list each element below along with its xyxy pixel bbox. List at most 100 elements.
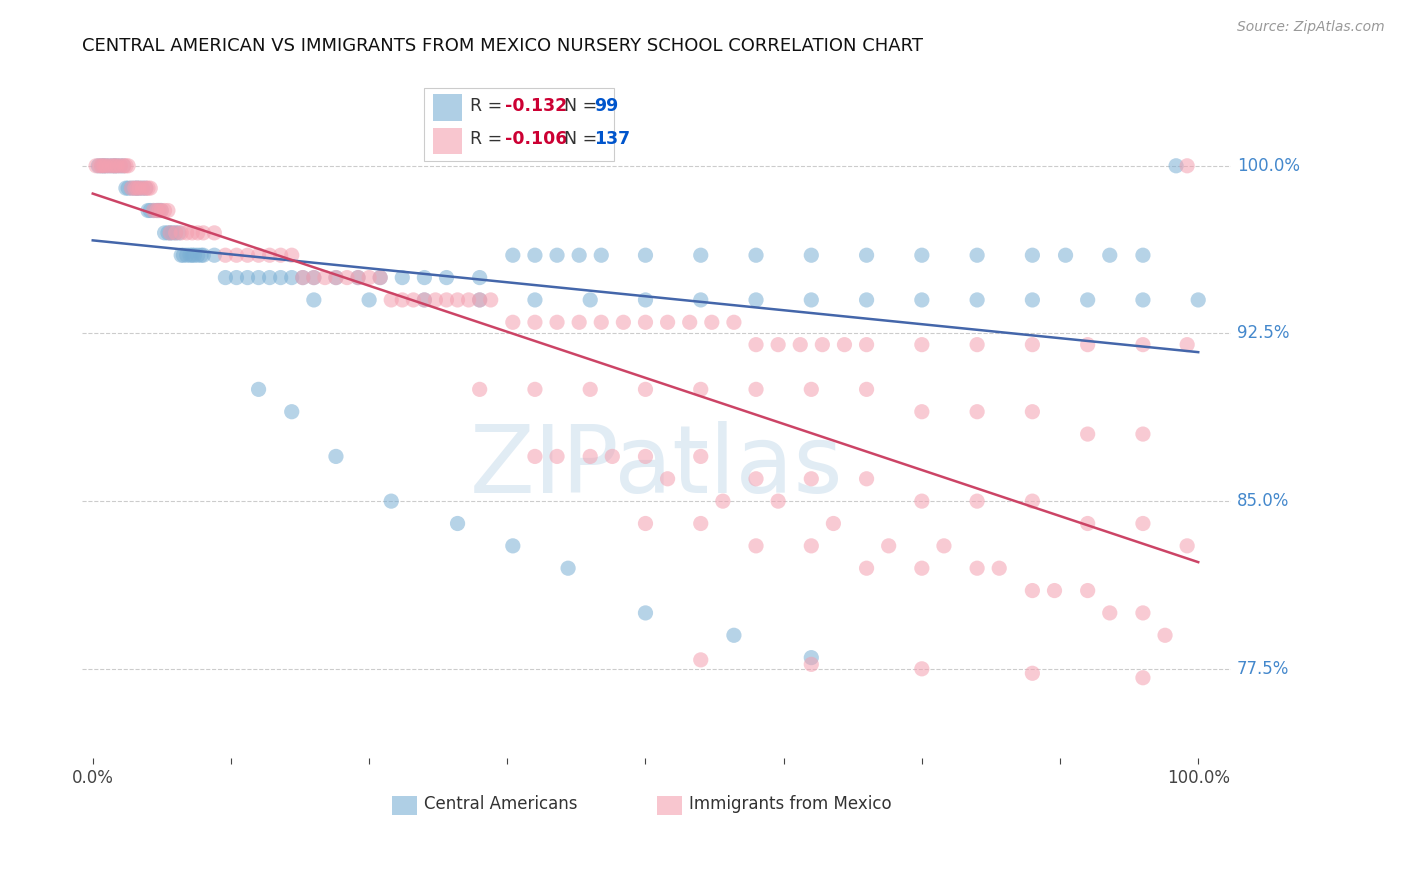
Point [523, 293, 546, 307]
Point [1021, 293, 1043, 307]
Text: 92.5%: 92.5% [1237, 325, 1289, 343]
Point [302, 270, 325, 285]
Text: -0.106: -0.106 [505, 130, 567, 148]
Point [90, 159, 112, 173]
Point [1021, 337, 1043, 351]
Point [380, 293, 402, 307]
Point [911, 248, 934, 262]
Point [413, 293, 436, 307]
Point [391, 293, 413, 307]
Point [823, 516, 845, 531]
Point [139, 203, 162, 218]
Point [966, 405, 988, 419]
Point [546, 450, 568, 464]
Point [336, 270, 359, 285]
Point [436, 270, 458, 285]
Point [711, 494, 734, 508]
Point [128, 181, 150, 195]
Text: 100.0%: 100.0% [1237, 157, 1301, 175]
Point [911, 561, 934, 575]
Point [966, 494, 988, 508]
Point [689, 450, 711, 464]
Point [176, 248, 198, 262]
Point [446, 293, 468, 307]
Point [745, 337, 768, 351]
Point [446, 516, 468, 531]
Point [87, 159, 110, 173]
Point [170, 248, 193, 262]
Point [502, 315, 524, 329]
Point [402, 293, 425, 307]
Point [855, 472, 877, 486]
Point [800, 382, 823, 396]
Point [94, 159, 117, 173]
Point [179, 248, 201, 262]
Point [1077, 427, 1099, 442]
Point [800, 472, 823, 486]
Point [523, 382, 546, 396]
FancyBboxPatch shape [425, 88, 614, 161]
Point [187, 226, 209, 240]
Point [142, 203, 165, 218]
Point [425, 293, 447, 307]
Point [966, 248, 988, 262]
Point [745, 293, 768, 307]
Point [800, 539, 823, 553]
Point [84, 159, 107, 173]
Point [325, 270, 347, 285]
Point [932, 539, 955, 553]
Point [523, 450, 546, 464]
Point [689, 293, 711, 307]
Point [98, 159, 121, 173]
Point [359, 293, 381, 307]
Point [811, 337, 834, 351]
Point [202, 248, 225, 262]
Point [855, 382, 877, 396]
Text: 85.0%: 85.0% [1237, 492, 1289, 510]
Point [93, 159, 115, 173]
Point [181, 248, 204, 262]
Point [855, 561, 877, 575]
Point [101, 159, 124, 173]
Point [1132, 337, 1154, 351]
Point [236, 248, 259, 262]
Point [1054, 248, 1077, 262]
Point [120, 181, 142, 195]
Point [236, 270, 259, 285]
Point [146, 203, 169, 218]
Point [1164, 159, 1187, 173]
Point [634, 382, 657, 396]
Text: R =: R = [470, 130, 508, 148]
Point [436, 293, 458, 307]
Point [911, 662, 934, 676]
Point [117, 181, 139, 195]
Point [911, 405, 934, 419]
Point [150, 203, 173, 218]
Point [1077, 293, 1099, 307]
Point [557, 561, 579, 575]
Point [120, 181, 142, 195]
Point [468, 293, 491, 307]
Point [679, 315, 702, 329]
Point [125, 181, 148, 195]
Text: R =: R = [470, 97, 508, 115]
Point [280, 405, 302, 419]
Text: Source: ZipAtlas.com: Source: ZipAtlas.com [1237, 20, 1385, 34]
Point [602, 450, 624, 464]
Point [1021, 248, 1043, 262]
Point [136, 181, 159, 195]
Point [612, 315, 634, 329]
Point [1187, 293, 1209, 307]
Point [745, 382, 768, 396]
Point [153, 226, 176, 240]
Point [280, 270, 302, 285]
Point [634, 315, 657, 329]
Point [259, 270, 281, 285]
Point [834, 337, 856, 351]
Point [187, 248, 209, 262]
Point [176, 226, 198, 240]
Point [634, 516, 657, 531]
Point [325, 450, 347, 464]
Point [1132, 671, 1154, 685]
Point [131, 181, 153, 195]
